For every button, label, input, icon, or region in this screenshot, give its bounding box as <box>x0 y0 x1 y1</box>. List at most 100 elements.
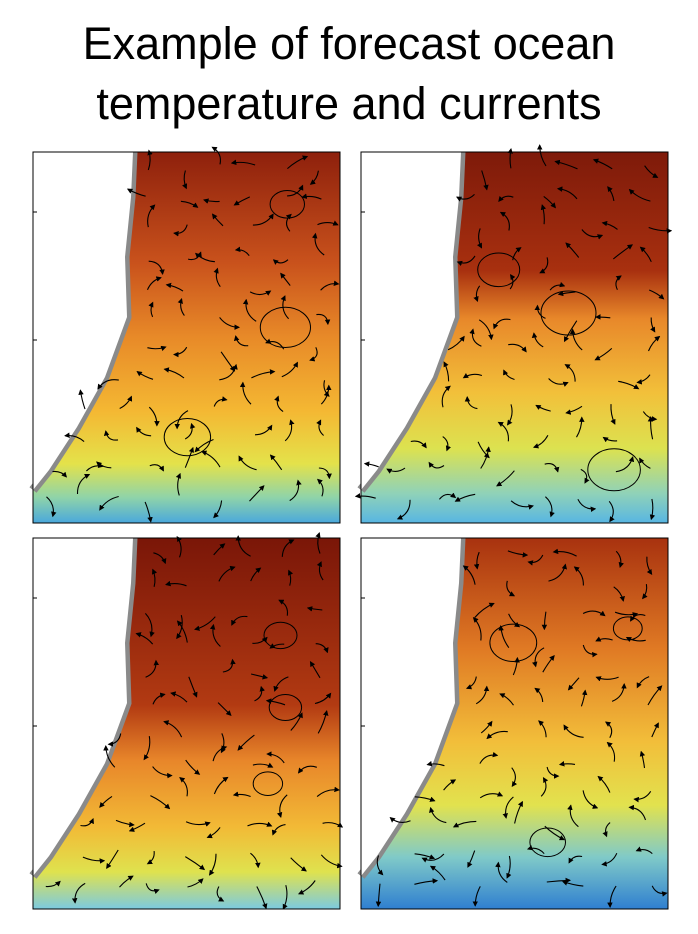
current-arrow <box>96 461 112 469</box>
current-arrow <box>184 422 196 440</box>
current-arrow <box>532 647 545 668</box>
current-arrow <box>206 827 221 839</box>
title-line: temperature and currents <box>96 78 602 129</box>
current-arrow <box>185 759 201 775</box>
current-arrow <box>582 610 606 617</box>
current-arrow <box>438 492 457 500</box>
current-arrow <box>506 855 512 879</box>
current-arrow <box>173 346 188 358</box>
current-arrow <box>237 734 255 751</box>
current-arrow <box>284 419 295 442</box>
current-arrow <box>642 584 648 600</box>
current-arrow <box>633 790 652 803</box>
eddy <box>268 694 303 721</box>
current-arrow <box>119 875 134 888</box>
map-panel <box>357 537 669 910</box>
current-arrow <box>569 328 583 351</box>
current-arrow <box>651 722 659 738</box>
current-arrow <box>497 421 510 442</box>
current-arrow <box>76 473 91 495</box>
current-arrow <box>106 849 119 870</box>
current-arrow <box>194 252 215 263</box>
current-arrow <box>354 493 376 499</box>
current-arrow <box>103 745 116 768</box>
current-arrow <box>608 500 615 523</box>
current-arrow <box>479 791 504 799</box>
current-arrow <box>290 712 303 731</box>
current-arrow <box>309 347 318 362</box>
current-arrow <box>203 198 220 204</box>
current-arrow <box>554 159 578 170</box>
eddy <box>477 252 521 288</box>
current-arrow <box>306 606 323 612</box>
current-arrow <box>64 432 85 443</box>
current-arrow <box>45 880 61 888</box>
current-arrow <box>564 364 576 382</box>
current-arrow <box>272 259 289 265</box>
current-arrow <box>602 436 618 443</box>
current-arrow <box>531 332 544 348</box>
current-arrow <box>145 883 160 894</box>
current-arrow <box>581 229 604 240</box>
current-arrow <box>535 404 551 412</box>
current-arrow <box>647 335 661 352</box>
current-arrow <box>493 318 511 330</box>
current-arrow <box>428 461 445 469</box>
current-arrow <box>99 795 113 808</box>
current-arrow <box>557 290 576 297</box>
current-arrow <box>464 396 478 410</box>
current-arrow <box>213 500 223 519</box>
current-arrow <box>213 396 228 407</box>
current-arrow <box>144 613 155 638</box>
current-arrow <box>276 794 288 818</box>
current-arrow <box>185 856 206 871</box>
current-arrow <box>606 741 616 762</box>
current-arrow <box>526 845 545 855</box>
current-arrow <box>465 676 477 690</box>
map-panel <box>354 144 673 524</box>
current-arrow <box>386 467 406 474</box>
current-arrow <box>213 267 221 288</box>
current-arrow <box>115 819 135 828</box>
current-arrow <box>265 698 286 706</box>
current-arrow <box>184 446 194 468</box>
title-line: Example of forecast ocean <box>82 18 616 69</box>
current-arrow <box>103 430 119 441</box>
current-arrow <box>153 552 167 565</box>
current-arrow <box>467 850 476 868</box>
current-arrow <box>148 260 165 275</box>
current-arrow <box>126 188 146 197</box>
current-arrow <box>443 779 457 791</box>
current-arrow <box>144 501 153 523</box>
current-arrow <box>502 796 514 819</box>
eddy <box>259 306 311 348</box>
current-arrow <box>316 786 340 798</box>
current-arrow <box>78 389 86 410</box>
current-arrow <box>498 195 514 203</box>
current-arrow <box>549 281 566 291</box>
current-arrow <box>462 565 476 585</box>
current-arrow <box>316 561 324 581</box>
current-arrow <box>486 730 508 740</box>
current-arrow <box>410 440 427 449</box>
current-arrow <box>176 620 188 643</box>
current-arrow <box>375 883 382 908</box>
current-arrow <box>266 751 285 764</box>
current-arrow <box>170 691 188 703</box>
current-arrow <box>473 551 480 570</box>
current-arrow <box>213 776 229 795</box>
current-arrow <box>143 736 151 761</box>
current-arrow <box>595 314 611 320</box>
current-arrow <box>99 495 119 511</box>
current-arrow <box>442 436 452 452</box>
current-arrow <box>301 193 322 200</box>
current-arrow <box>639 750 646 769</box>
current-arrow <box>454 493 476 502</box>
eddy <box>269 190 306 219</box>
current-arrow <box>469 328 482 347</box>
current-arrow <box>635 846 653 855</box>
current-arrow <box>211 213 224 227</box>
current-arrow <box>152 568 158 587</box>
current-arrow <box>230 159 256 166</box>
